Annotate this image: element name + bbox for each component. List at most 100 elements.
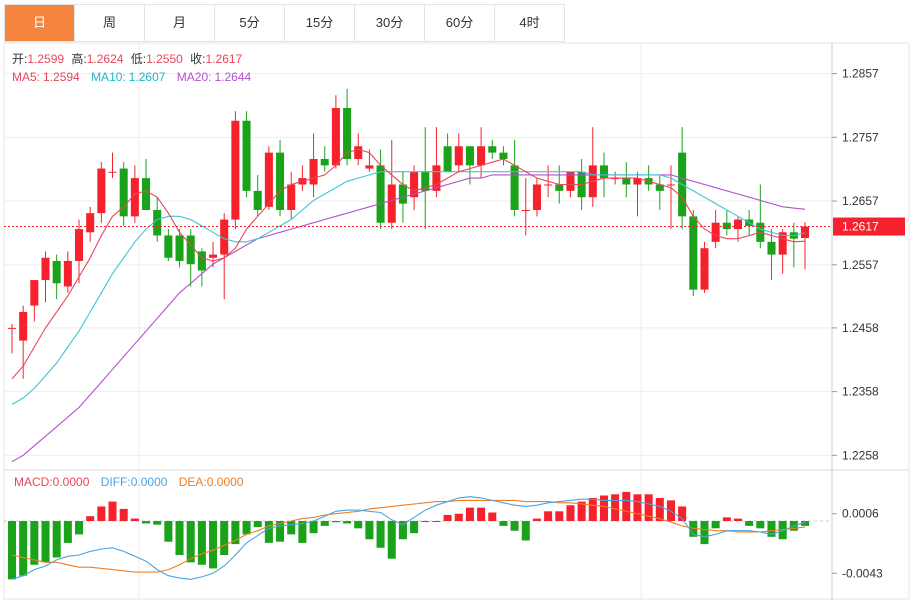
macd-y-tick-label: -0.0043 [842, 566, 883, 580]
candle-body [510, 165, 519, 210]
candle [689, 209, 698, 297]
open-label: 开: [12, 52, 27, 66]
candle [343, 88, 352, 166]
candle-body [7, 327, 17, 329]
macd-bar [320, 521, 329, 526]
candle-body [264, 152, 273, 207]
y-tick-label: 1.2857 [842, 67, 879, 81]
tab-5min[interactable]: 5分 [215, 5, 285, 41]
ma5-line [11, 148, 806, 380]
candle-body [555, 184, 564, 191]
candle [767, 229, 776, 281]
macd-bar [800, 521, 810, 526]
ma-header: MA5: 1.2594 MA10: 1.2607 MA20: 1.2644 [12, 70, 252, 84]
macd-bar [544, 511, 553, 522]
candle-body [343, 108, 352, 159]
macd-bar [611, 494, 620, 522]
macd-bar [644, 494, 653, 522]
macd-bar [421, 521, 430, 523]
macd-bar [209, 521, 218, 569]
candle-body [465, 146, 474, 166]
ma20-label: MA20: [177, 70, 212, 84]
candle [119, 162, 128, 226]
macd-bar [7, 521, 17, 580]
macd-bar [354, 521, 363, 529]
candle [242, 111, 251, 198]
candle [644, 165, 653, 191]
diff-line [11, 496, 806, 580]
macd-bar [398, 521, 407, 540]
candle-body [231, 120, 240, 220]
macd-bar [142, 521, 151, 524]
macd-bar [309, 521, 318, 534]
macd-bar [108, 501, 117, 522]
candle [488, 139, 497, 159]
macd-bar [465, 507, 474, 522]
candle-body [689, 216, 698, 290]
candle-body [800, 226, 810, 239]
y-tick-label: 1.2358 [842, 385, 879, 399]
candle-body [544, 184, 553, 186]
macd-bar [387, 521, 396, 559]
dea-value: 0.0000 [207, 475, 244, 489]
tab-15min[interactable]: 15分 [285, 5, 355, 41]
tab-30min[interactable]: 30分 [355, 5, 425, 41]
candle [142, 158, 151, 210]
candle-body [655, 184, 664, 191]
candle-body [52, 260, 61, 284]
macd-bar [153, 521, 162, 525]
tab-60min[interactable]: 60分 [425, 5, 495, 41]
macd-bar [733, 518, 743, 522]
candle-body [566, 171, 575, 191]
low-value: 1.2550 [146, 52, 183, 66]
candle-body [41, 257, 50, 281]
candle-body [186, 235, 195, 265]
candle-body [778, 232, 787, 255]
macd-bar [588, 497, 597, 522]
tab-day[interactable]: 日 [5, 5, 75, 41]
y-tick-label: 1.2657 [842, 194, 879, 208]
macd-y-tick-label: 0.0006 [842, 507, 879, 521]
candle-body [733, 219, 743, 230]
macd-bar [74, 521, 84, 535]
candle-body [711, 222, 720, 242]
candle-body [398, 184, 407, 204]
macd-bar [521, 521, 530, 541]
macd-bar [454, 513, 463, 522]
macd-bar [689, 521, 698, 537]
candle [532, 178, 541, 217]
y-tick-label: 1.2757 [842, 130, 879, 144]
candle-body [666, 184, 675, 186]
candle [86, 206, 95, 242]
macd-header: MACD:0.0000 DIFF:0.0000 DEA:0.0000 [14, 475, 244, 489]
candle [97, 162, 106, 223]
tab-4hour[interactable]: 4时 [495, 5, 565, 41]
candle [789, 222, 798, 268]
candle-body [376, 165, 385, 223]
candle [700, 241, 709, 293]
candle [387, 139, 396, 230]
candle [432, 127, 441, 198]
macd-bar [30, 521, 39, 565]
macd-value: 0.0000 [53, 475, 90, 489]
candle-body [767, 241, 776, 255]
ohlc-header: 开:1.2599 高:1.2624 低:1.2550 收:1.2617 [12, 51, 243, 66]
candle-body [488, 146, 497, 153]
macd-bar [767, 521, 776, 537]
candle-body [532, 184, 541, 210]
macd-bar [443, 514, 452, 522]
candle-body [599, 165, 608, 179]
candle [186, 229, 195, 287]
candle-body [197, 251, 206, 271]
candle [30, 280, 39, 322]
macd-bar [220, 521, 229, 556]
candle-body [499, 152, 508, 159]
candle [197, 248, 206, 287]
tab-month[interactable]: 月 [145, 5, 215, 41]
candle [454, 133, 463, 172]
macd-histogram [7, 491, 810, 580]
candle-body [722, 222, 731, 230]
tab-week[interactable]: 周 [75, 5, 145, 41]
close-label: 收: [190, 52, 205, 66]
